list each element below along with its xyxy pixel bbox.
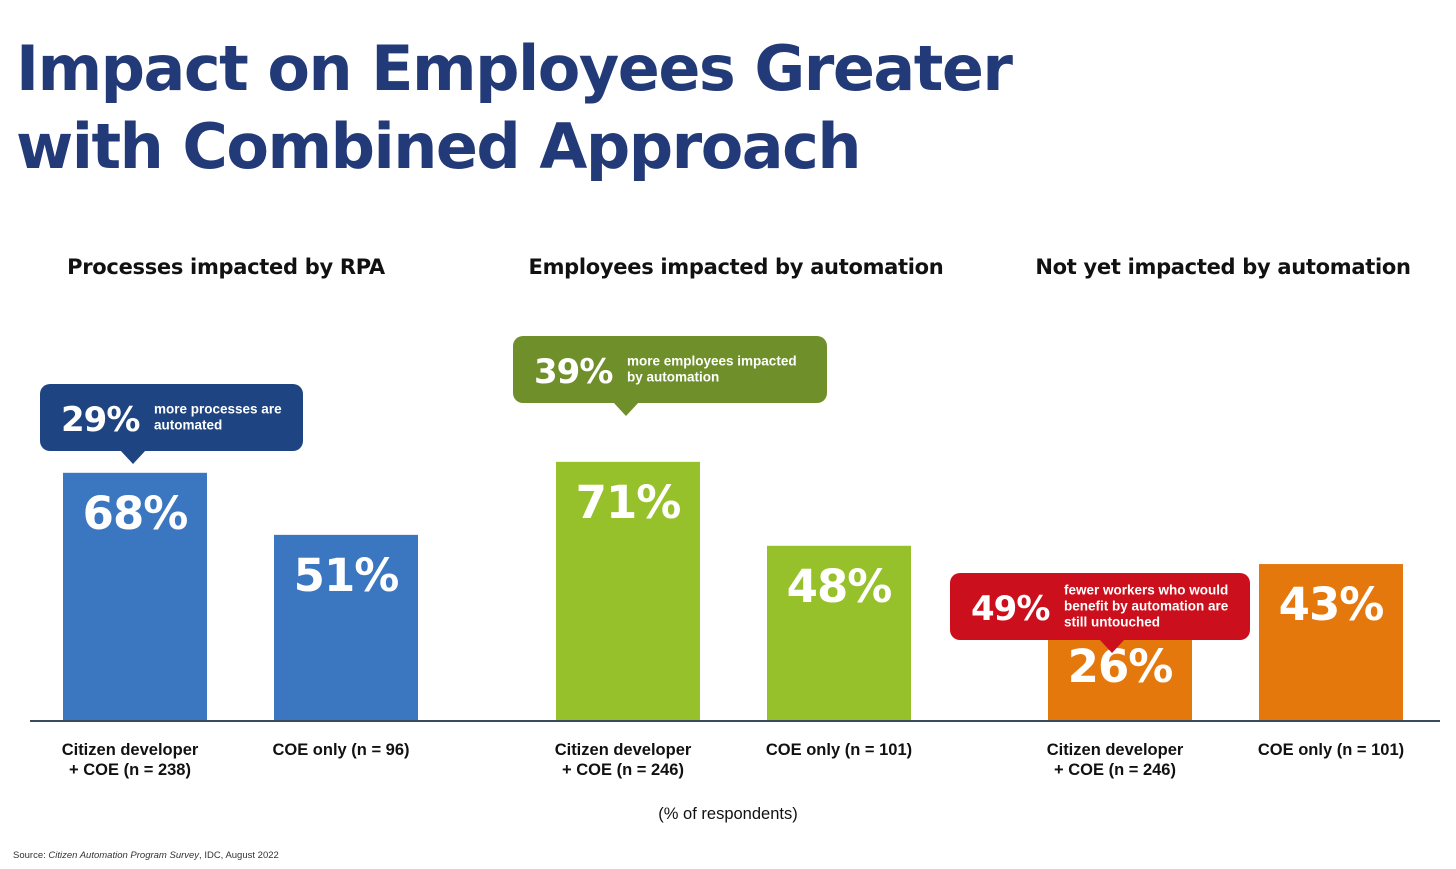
callout-text: automated [154,418,222,433]
category-label: Citizen developer + COE (n = 246) [554,741,692,779]
callout-box [40,384,303,451]
axis-caption: (% of respondents) [658,805,798,823]
bar-value-label: 48% [787,560,892,613]
chart-title-line-1: Impact on Employees Greater [16,32,1013,105]
bar-value-label: 68% [83,487,188,540]
bar-value-label: 26% [1068,640,1173,693]
callout-value: 29% [61,400,139,440]
callout-pointer [613,402,639,416]
callout-pointer [1099,639,1125,653]
chart-title: Impact on Employees Greater with Combine… [16,30,1013,186]
source-prefix: Source: [13,850,49,861]
bar [63,472,207,721]
category-label: Citizen developer + COE (n = 238) [61,741,199,779]
callout-box [950,573,1250,640]
category-label: COE only (n = 96) [272,741,410,759]
source-suffix: , IDC, August 2022 [199,850,279,861]
callout-text: by automation [627,370,719,385]
callout-box [513,336,827,403]
source-survey: Citizen Automation Program Survey [48,850,200,861]
callout-value: 39% [534,352,612,392]
group-title-not-yet: Not yet impacted by automation [1035,255,1411,279]
bar [1259,564,1403,721]
source-note: Source: Citizen Automation Program Surve… [13,850,279,861]
bar-value-label: 43% [1279,578,1384,631]
category-label: COE only (n = 101) [1257,741,1405,759]
callout-text: more processes are [154,402,282,417]
bar-value-label: 51% [294,549,399,602]
callout-pointer [120,450,146,464]
callout-text: benefit by automation are [1064,599,1229,614]
callout-value: 49% [971,589,1049,629]
chart-title-line-2: with Combined Approach [16,110,862,183]
category-label: COE only (n = 101) [765,741,913,759]
group-title-processes: Processes impacted by RPA [67,255,385,279]
bar [556,461,700,721]
callout-text: more employees impacted [627,354,797,369]
bar [274,534,418,721]
callout-text: fewer workers who would [1064,583,1228,598]
group-title-employees: Employees impacted by automation [528,255,944,279]
callout-text: still untouched [1064,615,1160,630]
bar [767,545,911,721]
bar-value-label: 71% [576,476,681,529]
category-label: Citizen developer + COE (n = 246) [1046,741,1184,779]
